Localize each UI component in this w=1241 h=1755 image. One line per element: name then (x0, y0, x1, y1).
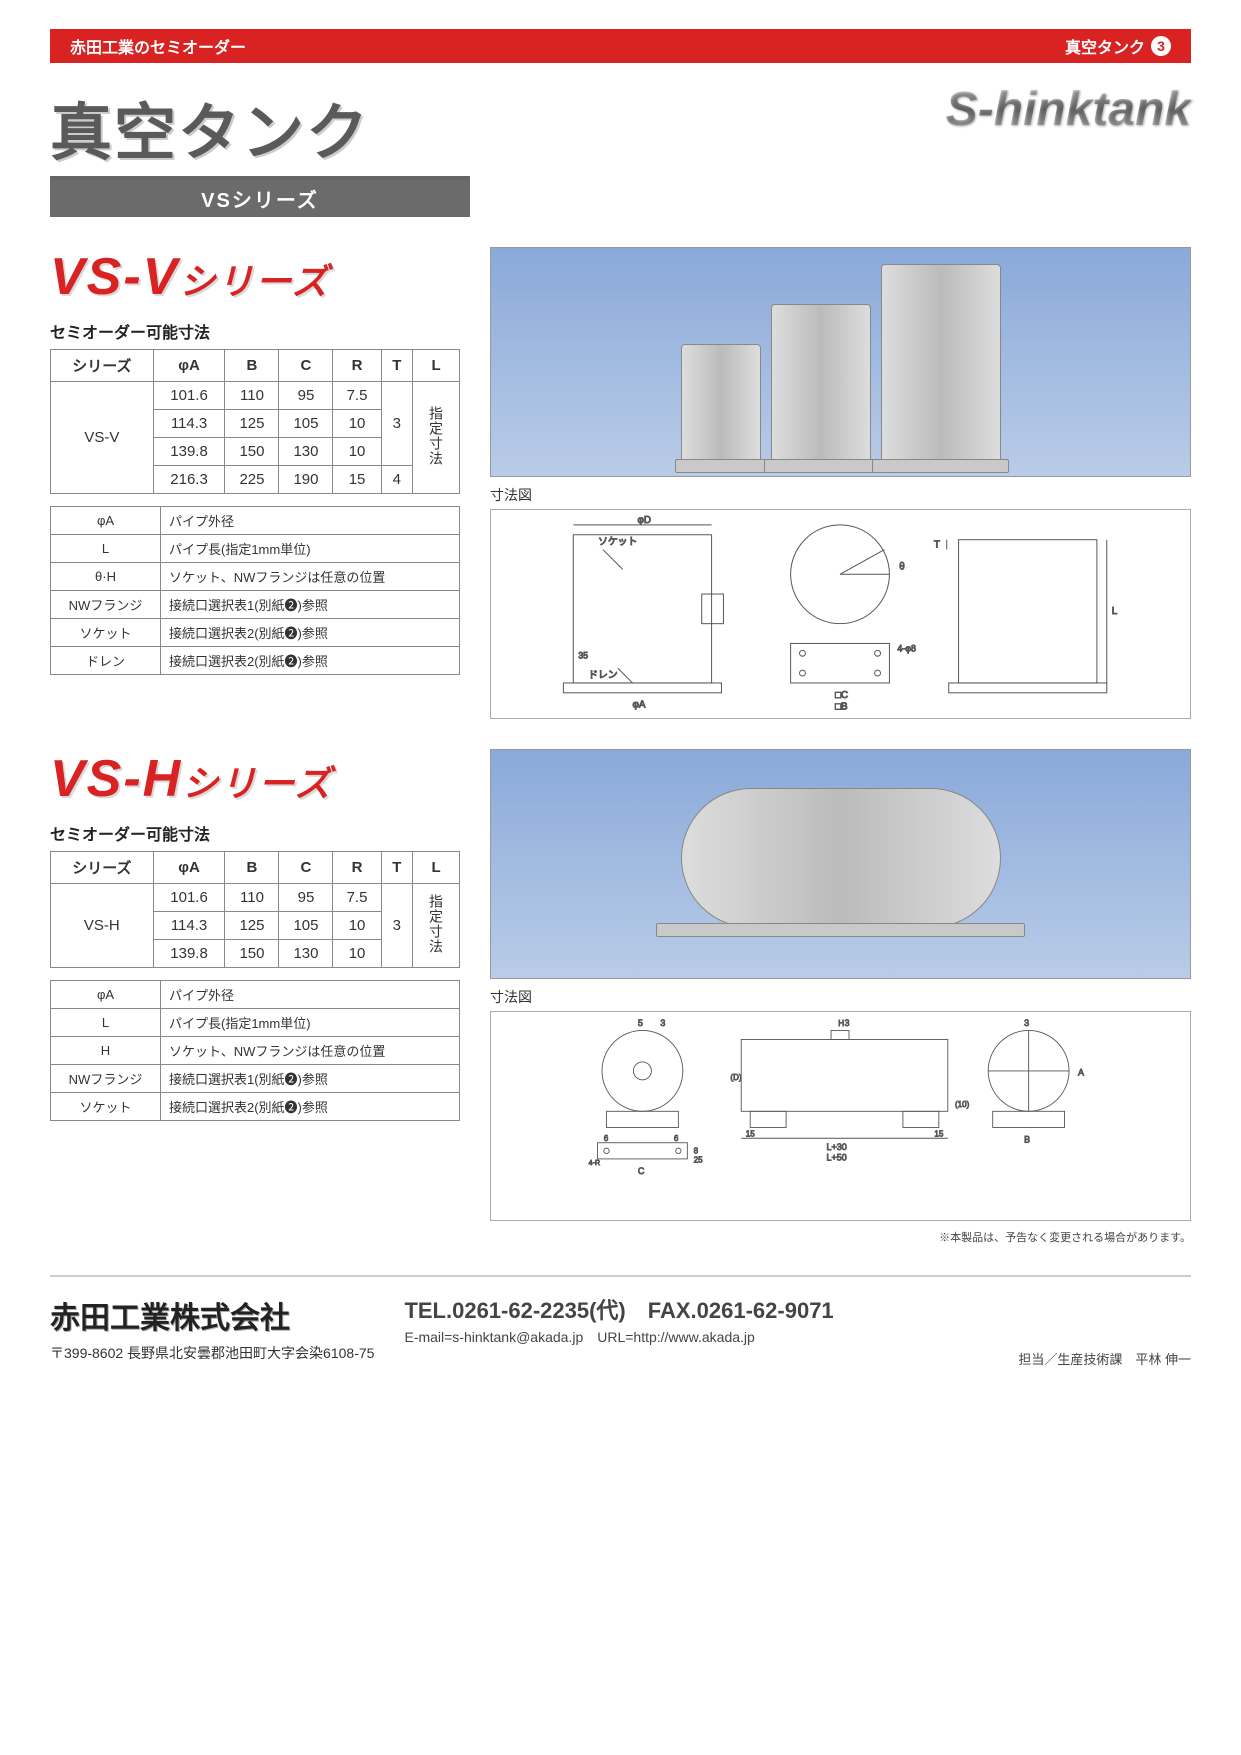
vsv-section: VS-Vシリーズ セミオーダー可能寸法 シリーズ φA B C R T L VS… (50, 247, 1191, 719)
svg-text:L: L (1112, 606, 1118, 617)
company-name: 赤田工業株式会社 (50, 1293, 374, 1337)
hero-title: 真空タンク (50, 82, 470, 180)
vsh-caption: セミオーダー可能寸法 (50, 821, 460, 845)
svg-text:25: 25 (694, 1156, 703, 1165)
vsv-dims-table: シリーズ φA B C R T L VS-V 101.6110957.5 3 指… (50, 349, 460, 494)
top-bar: 赤田工業のセミオーダー 真空タンク 3 (50, 30, 1191, 62)
vsv-photo (490, 247, 1191, 477)
brand-logo: S-hinktank (946, 83, 1191, 136)
footer: 赤田工業株式会社 〒399-8602 長野県北安曇郡池田町大字会染6108-75… (50, 1275, 1191, 1368)
svg-text:T: T (934, 540, 940, 551)
svg-text:φD: φD (638, 515, 652, 526)
vsh-title: VS-Hシリーズ (50, 749, 460, 809)
tank-illustration (771, 304, 871, 464)
vsh-legend-table: φAパイプ外径 Lパイプ長(指定1mm単位) Hソケット、NWフランジは任意の位… (50, 980, 460, 1121)
vsh-section: VS-Hシリーズ セミオーダー可能寸法 シリーズ φA B C R T L VS… (50, 749, 1191, 1245)
company-address: 〒399-8602 長野県北安曇郡池田町大字会染6108-75 (50, 1343, 374, 1363)
svg-text:φA: φA (633, 700, 646, 711)
svg-text:□B: □B (836, 702, 849, 713)
svg-text:□C: □C (836, 690, 849, 701)
tank-illustration (881, 264, 1001, 464)
vsh-dims-table: シリーズ φA B C R T L VS-H 101.6110957.5 3 指… (50, 851, 460, 968)
svg-text:B: B (1025, 1135, 1031, 1145)
svg-text:6: 6 (604, 1134, 609, 1143)
svg-text:3: 3 (845, 1018, 850, 1028)
topbar-right: 真空タンク 3 (1045, 29, 1191, 63)
svg-text:8: 8 (694, 1147, 699, 1156)
contact-person: 担当／生産技術課 平林 伸一 (404, 1349, 1191, 1368)
vsv-legend-table: φAパイプ外径 Lパイプ長(指定1mm単位) θ·Hソケット、NWフランジは任意… (50, 506, 460, 675)
svg-text:4-R: 4-R (589, 1159, 601, 1167)
svg-text:4-φ8: 4-φ8 (898, 644, 917, 654)
vsh-diagram: 5 3 4-R 6 6 C 8 25 H 15 15 (490, 1011, 1191, 1221)
svg-text:L+30: L+30 (827, 1142, 847, 1152)
svg-text:3: 3 (1025, 1018, 1030, 1028)
disclaimer: ※本製品は、予告なく変更される場合があります。 (490, 1229, 1191, 1245)
svg-text:6: 6 (674, 1134, 679, 1143)
vsv-dim-label: 寸法図 (490, 485, 1191, 505)
svg-text:3: 3 (661, 1018, 666, 1028)
vsv-title: VS-Vシリーズ (50, 247, 460, 307)
tank-illustration (681, 788, 1001, 928)
tank-illustration (681, 344, 761, 464)
svg-text:H: H (839, 1019, 845, 1028)
tel-fax: TEL.0261-62-2235(代) FAX.0261-62-9071 (404, 1293, 1191, 1325)
svg-text:5: 5 (638, 1018, 643, 1028)
vsh-photo (490, 749, 1191, 979)
email-url: E-mail=s-hinktank@akada.jp URL=http://ww… (404, 1327, 1191, 1347)
svg-text:ドレン: ドレン (589, 670, 619, 681)
vsv-series-label: VS-V (51, 382, 154, 494)
svg-text:ソケット: ソケット (598, 536, 637, 548)
topbar-left: 赤田工業のセミオーダー (50, 29, 1045, 63)
svg-text:35: 35 (579, 650, 589, 660)
svg-text:(D): (D) (731, 1073, 743, 1082)
vsh-dim-label: 寸法図 (490, 987, 1191, 1007)
svg-text:15: 15 (935, 1130, 944, 1139)
svg-text:A: A (1079, 1068, 1085, 1078)
svg-text:(10): (10) (955, 1100, 970, 1109)
hero: 真空タンク VSシリーズ S-hinktank (50, 82, 1191, 217)
vsv-diagram: φD ソケット ドレン φA 35 θ (490, 509, 1191, 719)
svg-text:L+50: L+50 (827, 1153, 847, 1163)
vsv-caption: セミオーダー可能寸法 (50, 319, 460, 343)
hero-subtitle: VSシリーズ (50, 180, 470, 217)
badge-number: 3 (1151, 36, 1171, 56)
vsh-series-label: VS-H (51, 884, 154, 968)
svg-text:15: 15 (746, 1130, 755, 1139)
svg-text:C: C (638, 1166, 645, 1176)
svg-text:θ: θ (900, 562, 905, 573)
topbar-right-text: 真空タンク (1065, 34, 1145, 58)
